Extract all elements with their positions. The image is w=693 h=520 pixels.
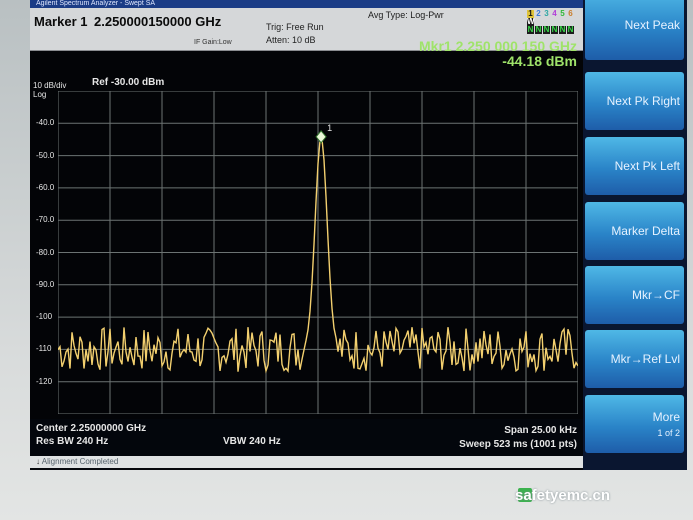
marker-label: Marker 1 (34, 14, 88, 29)
marker-tag: 1 (327, 123, 332, 133)
marker-readout-amplitude: -44.18 dBm (502, 53, 577, 69)
if-gain-status: IF Gain:Low (194, 39, 232, 46)
trace-digit: 5 (560, 9, 565, 18)
softkey-label: Marker Delta (611, 224, 680, 238)
scale-type-label: Log (33, 90, 47, 99)
marker-readout: Mkr1 2.250 000 150 GHz -44.18 dBm (419, 39, 577, 69)
ref-level-label: Ref -30.00 dBm (92, 77, 165, 88)
status-icon: ↓ (36, 457, 40, 466)
attenuation-status: Atten: 10 dB (266, 35, 316, 45)
y-tick-label: -120 (36, 376, 53, 386)
y-tick-label: -40.0 (36, 118, 55, 128)
trace-line (58, 137, 578, 374)
center-frequency: Center 2.25000000 GHz (36, 423, 147, 434)
y-tick-label: -70.0 (36, 215, 55, 225)
softkey-label: Next Pk Right (606, 94, 680, 108)
span-value: Span 25.00 kHz (504, 425, 577, 436)
trace-digit: 3 (544, 9, 549, 18)
trace-detector: N (567, 25, 574, 34)
softkey-label: Mkr→CF (632, 288, 680, 302)
marker-diamond-icon (315, 130, 327, 144)
y-tick-label: -80.0 (36, 247, 55, 257)
sweep-value: Sweep 523 ms (1001 pts) (459, 439, 577, 450)
y-tick-label: -90.0 (36, 279, 55, 289)
status-bar: ↓ Alignment Completed (30, 456, 583, 468)
video-bandwidth: VBW 240 Hz (223, 436, 281, 447)
analyzer-screen: Agilent Spectrum Analyzer - Swept SA Mar… (30, 0, 687, 470)
spectrum-plot: Mkr1 2.250 000 150 GHz -44.18 dBm 10 dB/… (30, 39, 583, 419)
trace-digit: 1 (527, 9, 534, 18)
trace-indicator: 1 2 3 4 5 6 W N N N N N N (527, 10, 577, 36)
trace-digit: 2 (536, 9, 541, 18)
softkey-label: More (652, 410, 680, 424)
softkey-mkr-to-cf[interactable]: Mkr→CF (585, 266, 684, 324)
trace-digit: 6 (568, 9, 573, 18)
softkey-marker-delta[interactable]: Marker Delta (585, 202, 684, 260)
average-type-status: Avg Type: Log-Pwr (368, 10, 444, 20)
softkey-mkr-to-ref-lvl[interactable]: Mkr→Ref Lvl (585, 330, 684, 388)
plot-grid: 1 (58, 91, 578, 414)
softkey-panel: Next Peak Next Pk Right Next Pk Left Mar… (583, 0, 687, 470)
status-text: Alignment Completed (41, 457, 119, 466)
watermark-icon (518, 488, 532, 502)
y-tick-label: -50.0 (36, 150, 55, 160)
header-bar: Marker 1 2.250000150000 GHz IF Gain:Low … (30, 8, 583, 51)
watermark-text: safetyemc.cn (515, 487, 611, 504)
y-tick-label: -110 (36, 344, 52, 354)
y-tick-label: -60.0 (36, 182, 55, 192)
softkey-sublabel: 1 of 2 (657, 428, 680, 438)
trace-detector: N (543, 25, 550, 34)
trace-mode: W (527, 17, 535, 26)
trace-detector: N (559, 25, 566, 34)
resolution-bandwidth: Res BW 240 Hz (36, 436, 109, 447)
softkey-label: Mkr→Ref Lvl (610, 352, 680, 366)
trace-detector: N (551, 25, 558, 34)
trigger-status: Trig: Free Run (266, 22, 324, 32)
softkey-next-pk-right[interactable]: Next Pk Right (585, 72, 684, 130)
softkey-next-pk-left[interactable]: Next Pk Left (585, 137, 684, 195)
y-tick-label: -100 (36, 312, 53, 322)
window-title: Agilent Spectrum Analyzer - Swept SA (30, 0, 589, 8)
softkey-label: Next Pk Left (614, 159, 680, 173)
softkey-more[interactable]: More 1 of 2 (585, 395, 684, 453)
marker-frequency-field[interactable]: 2.250000150000 GHz (94, 14, 222, 29)
trace-detector: N (535, 25, 542, 34)
softkey-label: Next Peak (624, 18, 680, 32)
bottom-annotation: Center 2.25000000 GHz Res BW 240 Hz VBW … (30, 419, 583, 461)
trace-detector: N (527, 25, 534, 34)
marker-readout-frequency: Mkr1 2.250 000 150 GHz (419, 38, 577, 54)
softkey-next-peak[interactable]: Next Peak (585, 0, 684, 60)
scale-label: 10 dB/div (33, 81, 67, 90)
trace-digit: 4 (552, 9, 557, 18)
